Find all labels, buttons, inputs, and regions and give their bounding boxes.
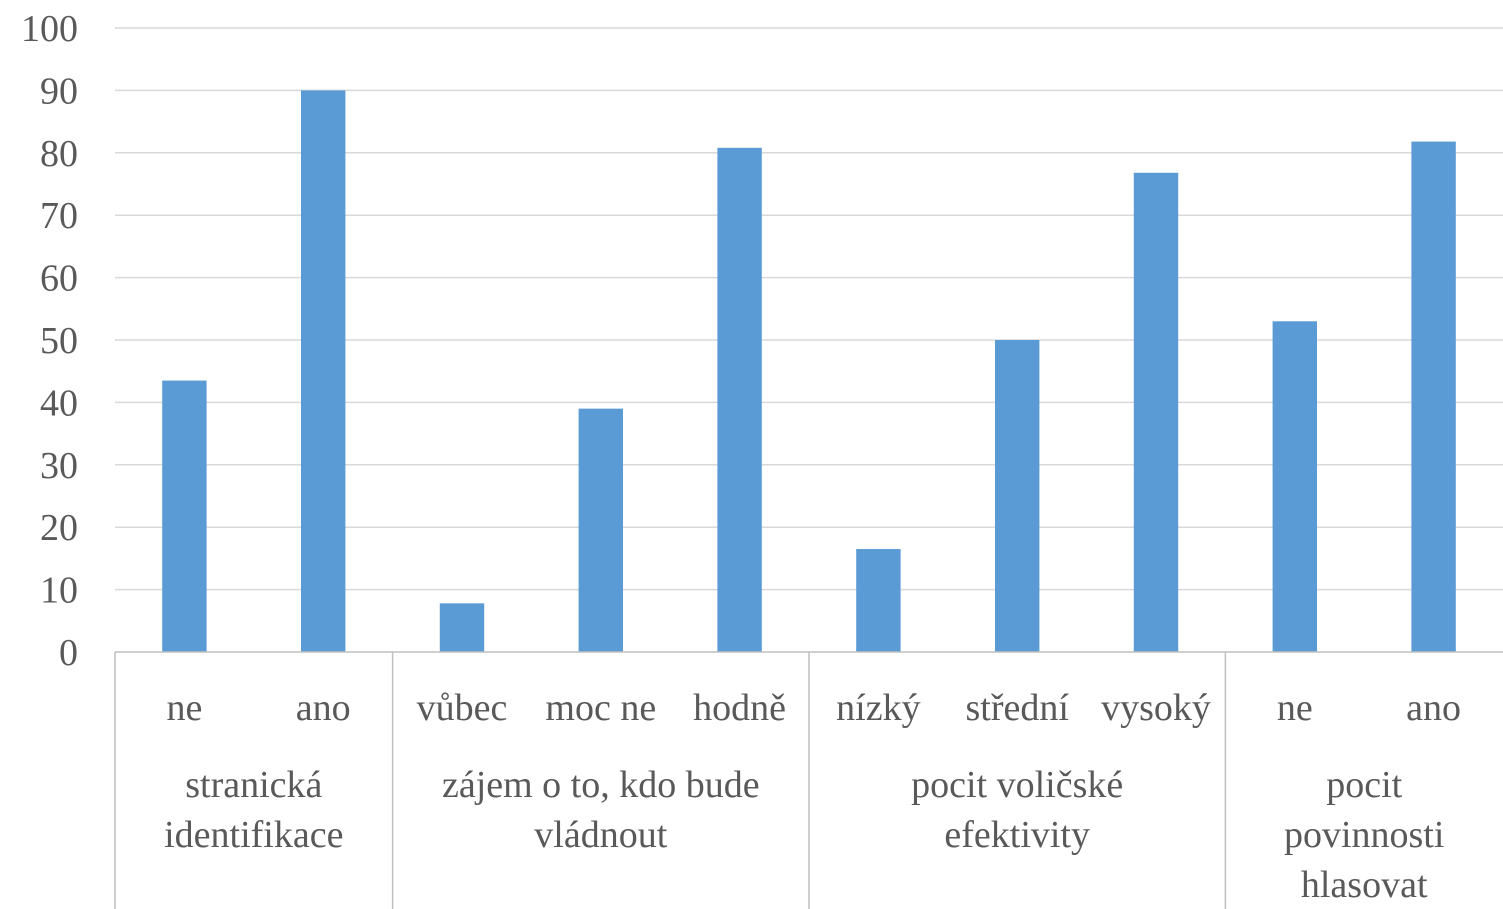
x-category-label: moc ne: [545, 687, 656, 729]
y-axis-ticks: 0 10 20 30 40 50 60 70 80 90 100: [21, 8, 78, 674]
x-category-label: nízký: [836, 687, 920, 729]
x-axis: [114, 651, 1503, 909]
x-group-label: zájem o to, kdo bude: [442, 764, 760, 806]
category-labels: ne ano vůbec moc ne hodně nízký střední vysoký n…: [166, 687, 1461, 729]
x-category-label: ano: [296, 687, 351, 729]
y-tick-label: 40: [40, 382, 78, 424]
bar: [1272, 321, 1318, 652]
group-labels: stranická identifikace zájem o to, kdo bud…: [164, 764, 1444, 906]
y-tick-label: 50: [40, 320, 78, 362]
bar: [578, 408, 624, 652]
bar: [162, 380, 207, 652]
y-tick-label: 100: [21, 8, 78, 50]
bars: [162, 90, 1456, 653]
bar: [717, 147, 762, 653]
x-group-label: hlasovat: [1301, 864, 1428, 906]
x-category-label: ne: [1277, 687, 1313, 729]
x-group-label: pocit: [1326, 764, 1402, 806]
bar: [1411, 141, 1456, 652]
bar: [300, 90, 346, 652]
x-category-label: střední: [965, 687, 1069, 729]
x-group-label: pocit voličské: [911, 764, 1123, 806]
x-category-label: hodně: [693, 687, 786, 729]
x-group-label: povinnosti: [1284, 814, 1444, 856]
x-category-label: vůbec: [417, 687, 508, 729]
y-tick-label: 60: [40, 258, 78, 300]
x-group-label: stranická: [185, 764, 322, 806]
y-tick-label: 20: [40, 507, 78, 549]
x-category-label: vysoký: [1101, 687, 1211, 729]
y-tick-label: 90: [40, 70, 78, 112]
y-tick-label: 10: [40, 570, 78, 612]
bar: [439, 603, 485, 652]
bar: [994, 340, 1040, 652]
x-category-label: ano: [1406, 687, 1461, 729]
y-tick-label: 70: [40, 195, 78, 237]
bar: [856, 549, 901, 652]
x-category-label: ne: [166, 687, 202, 729]
x-group-label: efektivity: [944, 814, 1090, 856]
y-tick-label: 30: [40, 445, 78, 487]
x-group-label: vládnout: [534, 814, 667, 856]
gridlines: [115, 27, 1503, 591]
y-tick-label: 80: [40, 133, 78, 175]
y-tick-label: 0: [59, 632, 78, 674]
x-group-label: identifikace: [164, 814, 343, 856]
bar: [1133, 172, 1179, 652]
